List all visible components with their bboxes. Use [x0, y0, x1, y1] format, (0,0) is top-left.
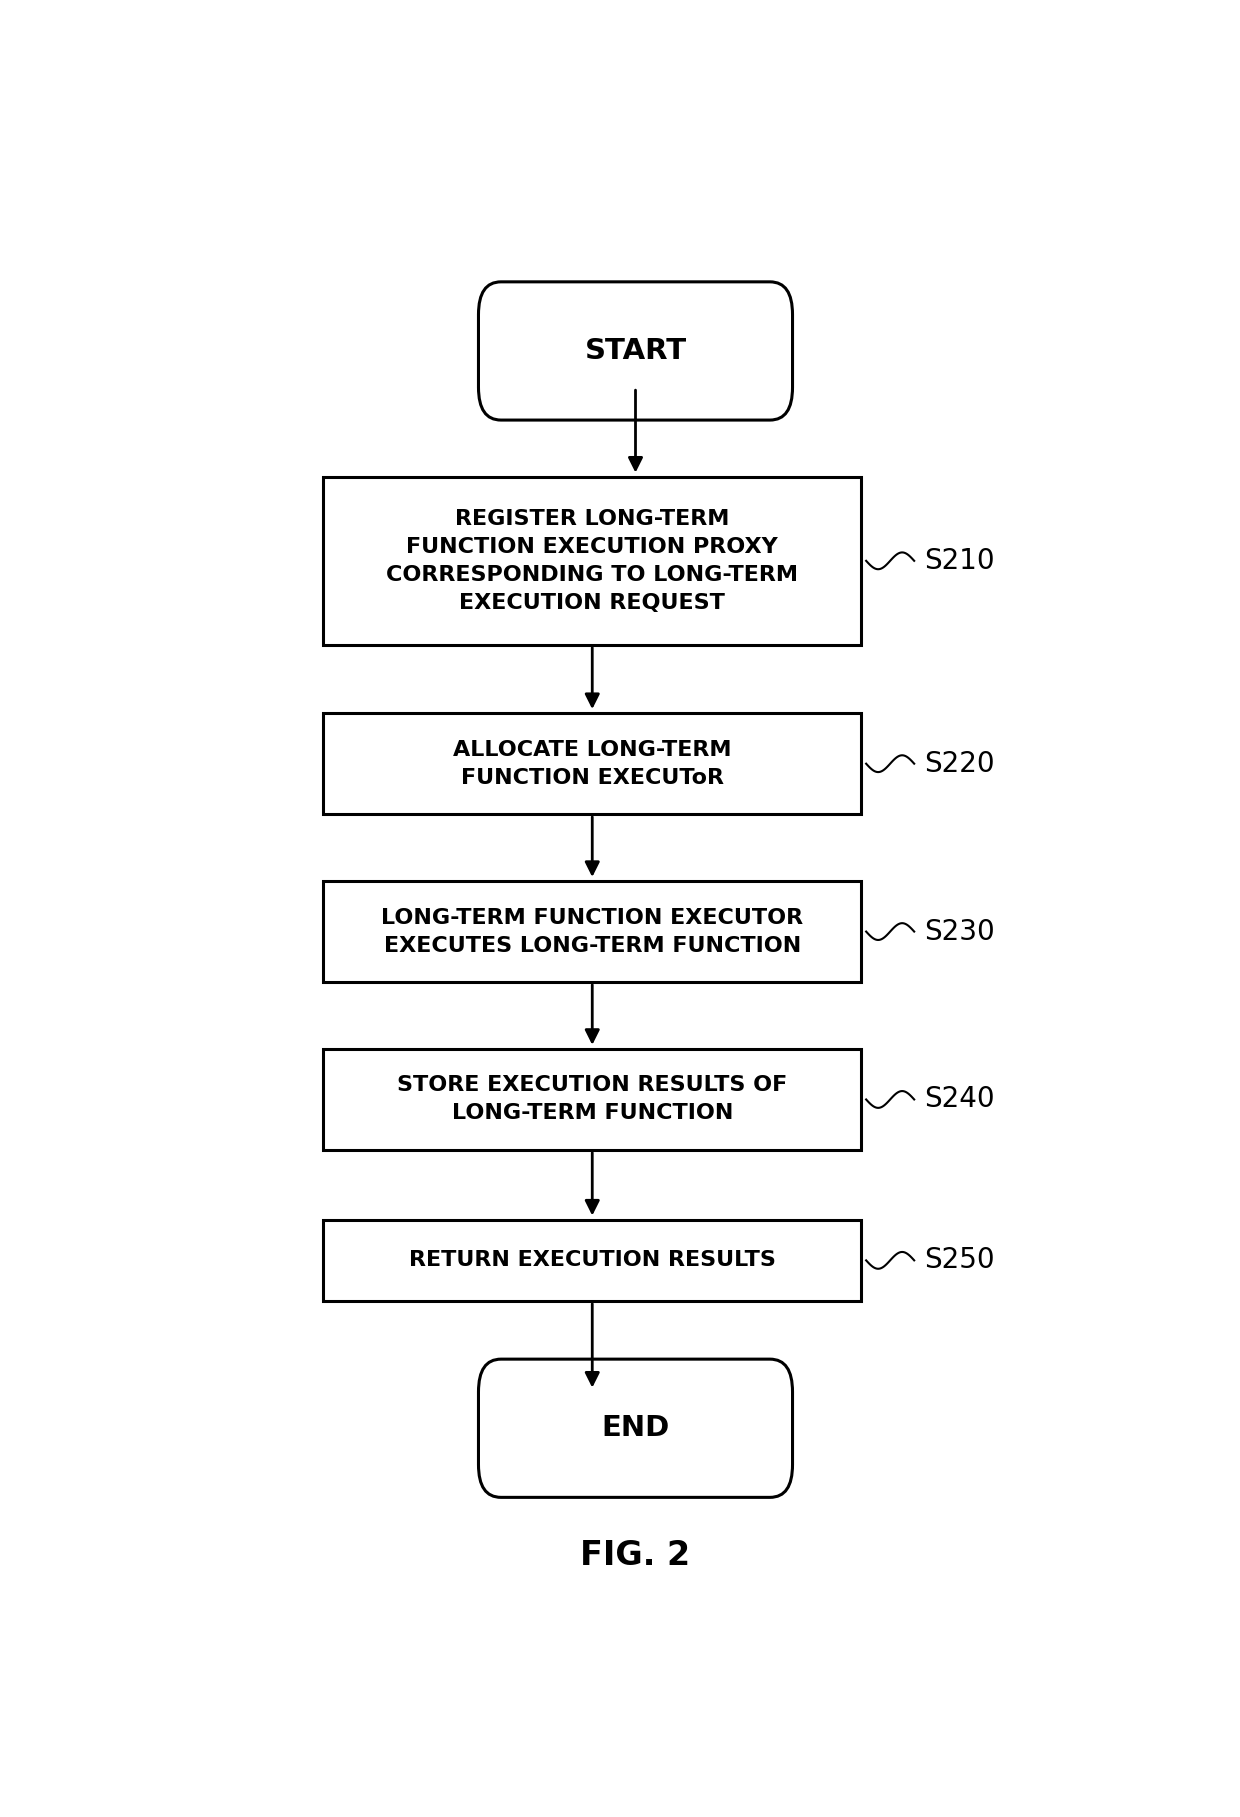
Text: RETURN EXECUTION RESULTS: RETURN EXECUTION RESULTS [409, 1250, 776, 1270]
Text: STORE EXECUTION RESULTS OF
LONG-TERM FUNCTION: STORE EXECUTION RESULTS OF LONG-TERM FUN… [397, 1076, 787, 1123]
Text: END: END [601, 1414, 670, 1443]
FancyBboxPatch shape [479, 1359, 792, 1497]
Text: ALLOCATE LONG-TERM
FUNCTION EXECUToR: ALLOCATE LONG-TERM FUNCTION EXECUToR [453, 740, 732, 789]
Text: FIG. 2: FIG. 2 [580, 1539, 691, 1572]
Text: S250: S250 [924, 1246, 994, 1274]
FancyBboxPatch shape [479, 282, 792, 420]
Text: REGISTER LONG-TERM
FUNCTION EXECUTION PROXY
CORRESPONDING TO LONG-TERM
EXECUTION: REGISTER LONG-TERM FUNCTION EXECUTION PR… [386, 509, 799, 612]
Bar [324, 881, 862, 981]
Text: S230: S230 [924, 918, 994, 945]
Bar [324, 1219, 862, 1301]
Text: LONG-TERM FUNCTION EXECUTOR
EXECUTES LONG-TERM FUNCTION: LONG-TERM FUNCTION EXECUTOR EXECUTES LON… [381, 907, 804, 956]
Bar [324, 476, 862, 645]
Bar [324, 714, 862, 814]
Bar [324, 1048, 862, 1150]
Text: S240: S240 [924, 1085, 994, 1114]
Text: START: START [584, 336, 687, 365]
Text: S220: S220 [924, 750, 994, 778]
Text: S210: S210 [924, 547, 994, 574]
